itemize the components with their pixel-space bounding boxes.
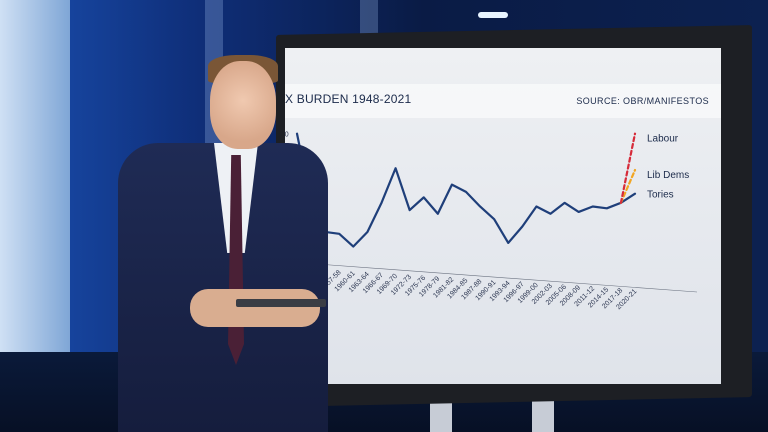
presenter <box>118 55 328 432</box>
series-line-tories <box>295 132 637 248</box>
tax-burden-chart-screen: X BURDEN 1948-2021 SOURCE: OBR/MANIFESTO… <box>285 48 721 384</box>
ceiling-light <box>478 12 508 18</box>
legend-label-lib-dems: Lib Dems <box>647 170 689 181</box>
y-tick-label: 37.0 <box>285 132 289 139</box>
chart-title: X BURDEN 1948-2021 <box>285 92 412 106</box>
title-band <box>285 84 721 118</box>
legend-label-labour: Labour <box>647 134 679 145</box>
line-chart: 37.036.035.01948-491951-521954-551957-58… <box>285 132 698 311</box>
x-axis-line <box>316 263 698 293</box>
chart-source: SOURCE: OBR/MANIFESTOS <box>576 96 709 106</box>
presenter-tablet <box>236 299 326 307</box>
legend-label-tories: Tories <box>647 190 674 201</box>
series-line-labour <box>619 132 637 204</box>
presenter-hands <box>190 289 320 327</box>
presenter-head <box>210 61 276 149</box>
series-line-lib-dems <box>619 168 637 204</box>
